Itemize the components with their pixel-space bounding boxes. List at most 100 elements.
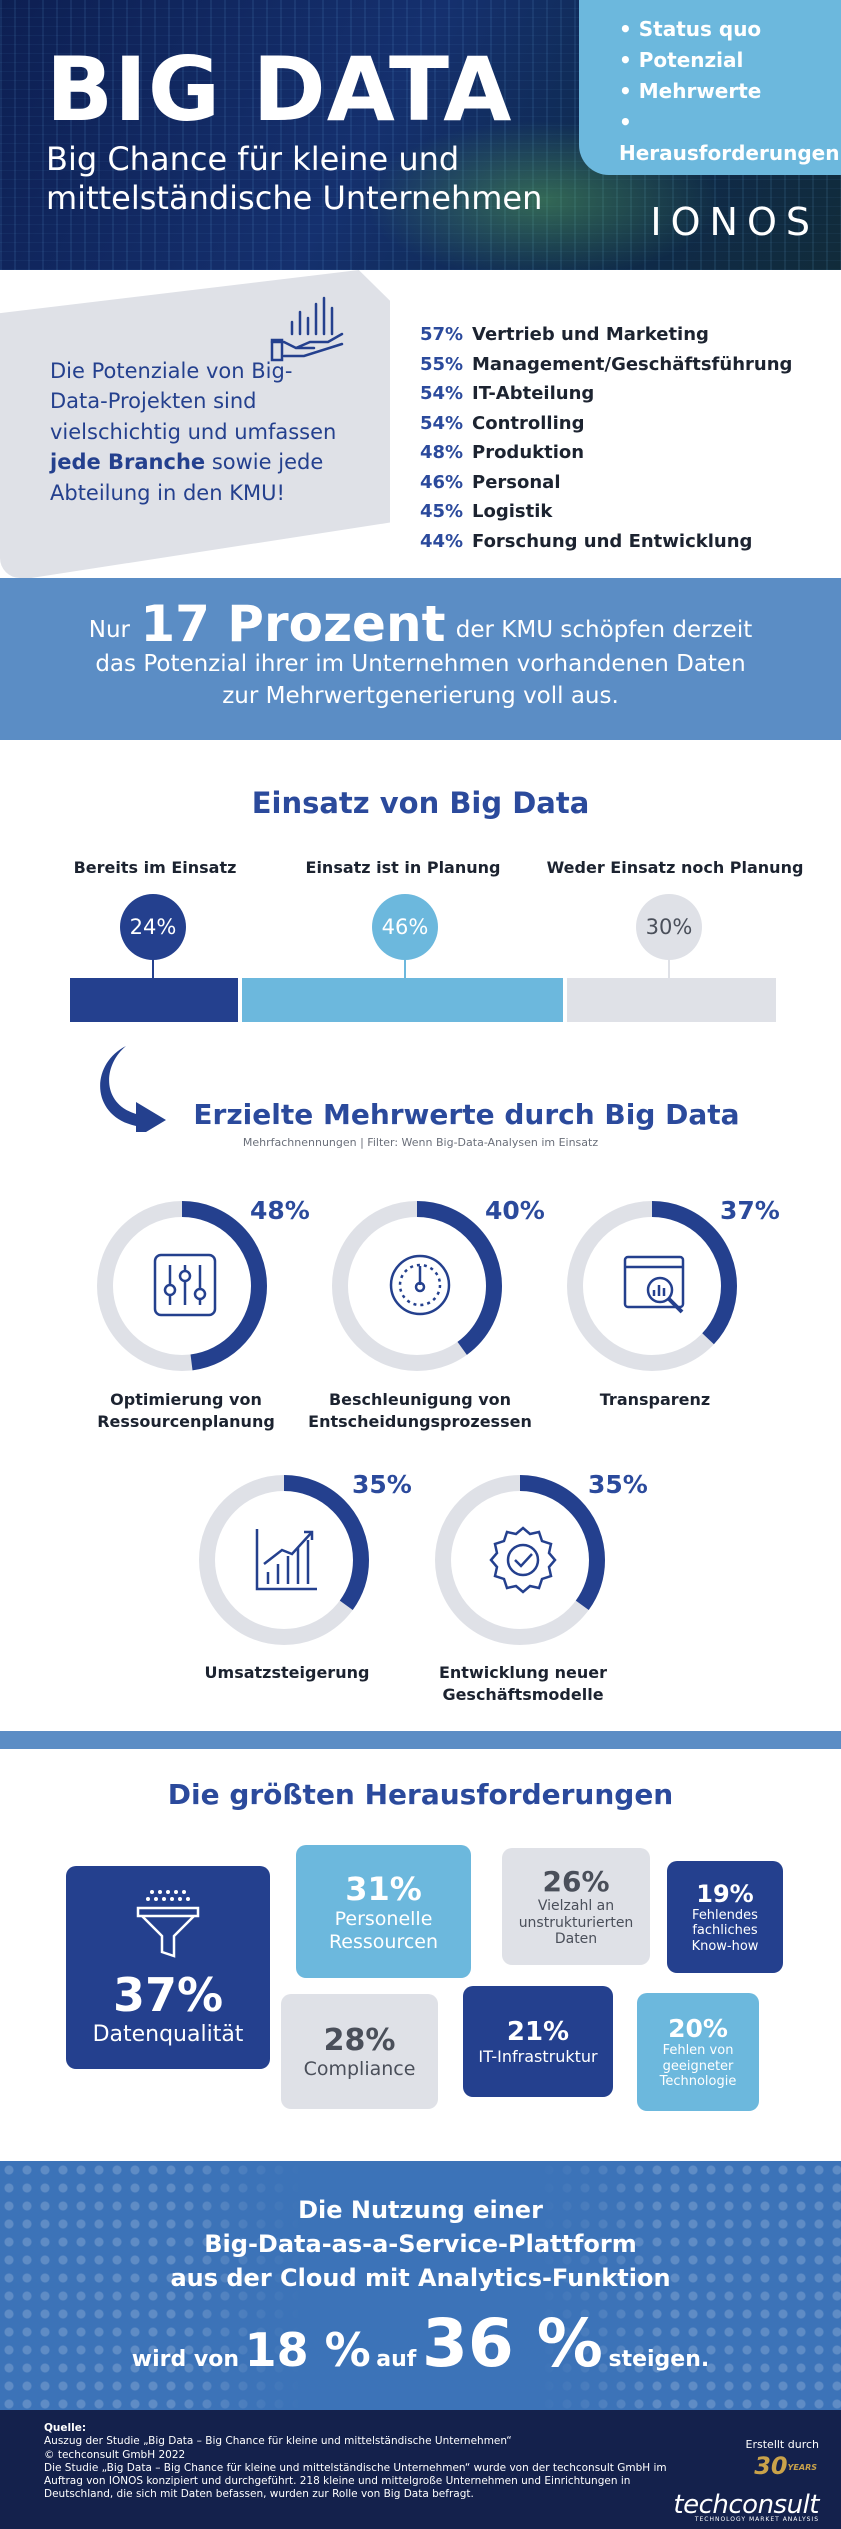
topic-potenzial: • Potenzial	[619, 48, 744, 72]
baas-line-2: Big-Data-as-a-Service-Plattform	[204, 2230, 637, 2258]
donut-label: Transparenz	[525, 1389, 785, 1411]
band-line-1: Nur 17 Prozent der KMU schöpfen derzeit	[0, 599, 841, 649]
donut-chart	[435, 1475, 605, 1645]
einsatz-bar-segment	[241, 978, 563, 1022]
anniversary-badge: 30YEARS	[754, 2452, 817, 2480]
einsatz-label: Einsatz ist in Planung	[305, 858, 501, 877]
ionos-logo: IONOS	[650, 200, 819, 244]
donut-pct: 40%	[485, 1196, 545, 1225]
department-pct: 54%	[420, 383, 464, 404]
baas-from-value: 18 %	[244, 2323, 371, 2377]
topic-mehrwerte: • Mehrwerte	[619, 79, 762, 103]
department-item: 54% Controlling	[420, 409, 792, 439]
challenge-label: Fehlendes fachliches Know-how	[691, 1907, 759, 1954]
challenge-tile: 20% Fehlen von geeigneter Technologie	[637, 1993, 759, 2111]
department-label: Controlling	[472, 412, 585, 434]
source-block: Quelle: Auszug der Studie „Big Data – Bi…	[44, 2422, 674, 2502]
baas-pre: wird von	[131, 2347, 239, 2372]
made-by-label: Erstellt durch	[745, 2438, 819, 2451]
donut-value-arc	[435, 1475, 605, 1645]
donut-pct: 37%	[720, 1196, 780, 1225]
einsatz-title: Einsatz von Big Data	[251, 786, 590, 820]
donut-chart	[332, 1201, 502, 1371]
curved-arrow-icon	[100, 1046, 166, 1132]
einsatz-pct-circle: 30%	[636, 894, 702, 960]
donut-label-line: Geschäftsmodelle	[442, 1685, 604, 1704]
donut-label-line: Beschleunigung von	[328, 1390, 512, 1409]
topic-herausforderungen: • Herausforderungen	[619, 110, 840, 165]
einsatz-label: Weder Einsatz noch Planung	[546, 858, 804, 877]
einsatz-pct-circle: 24%	[120, 894, 186, 960]
einsatz-stem	[668, 952, 670, 978]
dot-pattern-fade	[180, 2161, 660, 2410]
intro-text-part-2: sowie jede Abteilung in den KMU!	[50, 450, 324, 505]
subtitle-line-2: mittelständische Unternehmen	[46, 179, 543, 218]
department-label: Personal	[472, 471, 561, 493]
department-item: 57% Vertrieb und Marketing	[420, 320, 792, 350]
baas-line-3: aus der Cloud mit Analytics-Funktion	[170, 2264, 671, 2292]
department-pct: 44%	[420, 530, 464, 552]
challenge-label: Fehlen von geeigneter Technologie	[659, 2043, 737, 2090]
source-line-3: Die Studie „Big Data – Big Chance für kl…	[44, 2461, 667, 2501]
department-item: 48% Produktion	[420, 438, 792, 468]
challenge-pct: 37%	[112, 1968, 224, 2023]
challenge-label: Compliance	[303, 2057, 416, 2080]
subtitle-line-1: Big Chance für kleine und	[46, 140, 460, 178]
department-list: 57% Vertrieb und Marketing 55% Management/…	[420, 320, 792, 556]
department-item: 44% Forschung und Entwicklung	[420, 527, 792, 557]
donut-pct: 35%	[588, 1470, 648, 1499]
challenge-pct: 26%	[542, 1864, 610, 1898]
footer: Quelle: Auszug der Studie „Big Data – Bi…	[0, 2410, 841, 2529]
challenge-label: Vielzahl an unstrukturierten Daten	[518, 1897, 634, 1948]
department-item: 46% Personal	[420, 468, 792, 498]
einsatz-label: Bereits im Einsatz	[73, 858, 237, 877]
page-subtitle: Big Chance für kleine und mittelständisc…	[46, 140, 666, 218]
department-label: Forschung und Entwicklung	[472, 530, 753, 552]
challenge-tile: 31% Personelle Ressourcen	[296, 1845, 471, 1978]
certified-badge-icon	[489, 1526, 557, 1594]
topic-status-quo: • Status quo	[619, 17, 762, 41]
analytics-window-icon	[623, 1255, 685, 1314]
donut-label-line: Entwicklung neuer	[438, 1663, 608, 1682]
funnel-icon	[136, 1890, 200, 1959]
anniversary-years: YEARS	[787, 2463, 817, 2472]
donut-label: Optimierung von Ressourcenplanung	[56, 1389, 316, 1433]
department-pct: 48%	[420, 442, 464, 463]
herausforderungen-title: Die größten Herausforderungen	[167, 1778, 674, 1811]
page-title: BIG DATA	[46, 38, 513, 141]
donut-value-arc	[199, 1475, 369, 1645]
challenge-label: IT-Infrastruktur	[478, 2046, 598, 2066]
department-pct: 55%	[420, 353, 464, 375]
donut-chart	[97, 1201, 267, 1371]
baas-post: steigen.	[608, 2347, 710, 2372]
einsatz-bar-segment	[70, 978, 238, 1022]
donut-pct: 35%	[352, 1470, 412, 1499]
donut-value-arc	[332, 1201, 502, 1371]
baas-section: Die Nutzung einer Big-Data-as-a-Service-…	[0, 2161, 841, 2410]
source-label: Quelle:	[44, 2422, 87, 2434]
challenge-tile: 28% Compliance	[281, 1994, 438, 2109]
intro-text: Die Potenziale von Big-Data-Projekten si…	[50, 356, 350, 508]
challenge-pct: 28%	[323, 2022, 396, 2058]
donut-chart	[199, 1475, 369, 1645]
department-item: 55% Management/Geschäftsführung	[420, 350, 792, 380]
challenge-pct: 19%	[696, 1879, 754, 1908]
band-pre: Nur	[88, 617, 130, 643]
donut-pct: 48%	[250, 1196, 310, 1225]
departments-section: Die Potenziale von Big-Data-Projekten si…	[0, 270, 841, 578]
donut-value-arc	[97, 1201, 267, 1371]
department-label: Produktion	[472, 442, 585, 463]
techconsult-logo: techconsult	[673, 2490, 819, 2520]
department-pct: 45%	[420, 501, 464, 522]
challenge-label: Datenqualität	[92, 2022, 244, 2048]
gauge-icon	[389, 1254, 451, 1316]
challenge-tile: 19% Fehlendes fachliches Know-how	[667, 1861, 783, 1973]
einsatz-pct-circle: 46%	[372, 894, 438, 960]
donut-label-line: Ressourcenplanung	[97, 1412, 275, 1431]
einsatz-stem	[404, 952, 406, 978]
department-pct: 57%	[420, 324, 464, 345]
anniversary-number: 30	[754, 2452, 788, 2480]
donut-label-line: Transparenz	[599, 1390, 711, 1409]
challenge-label: Personelle Ressourcen	[328, 1907, 439, 1953]
donut-chart	[567, 1201, 737, 1371]
